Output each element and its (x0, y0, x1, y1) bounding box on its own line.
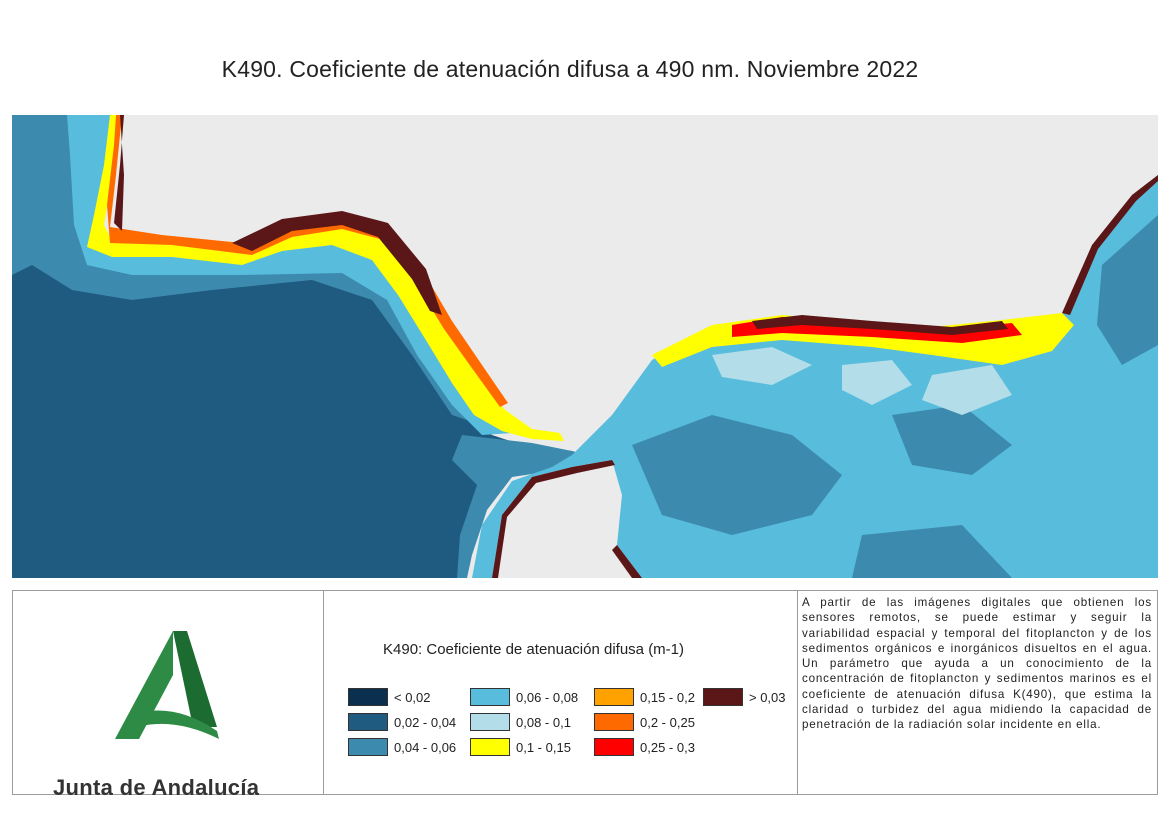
legend-label: 0,25 - 0,3 (640, 739, 695, 755)
legend-panel: Junta de Andalucía K490: Coeficiente de … (12, 590, 1158, 800)
map-title: K490. Coeficiente de atenuación difusa a… (221, 56, 919, 82)
k490-map (12, 115, 1158, 578)
legend-swatch (348, 688, 388, 706)
map-canvas (12, 115, 1158, 578)
legend-swatch (348, 738, 388, 756)
legend-label: 0,1 - 0,15 (516, 739, 571, 755)
legend-swatch (470, 738, 510, 756)
divider (323, 591, 324, 794)
divider (797, 591, 798, 794)
junta-logo-icon (115, 631, 219, 739)
legend-item: 0,1 - 0,15 (470, 737, 571, 757)
strait-water (452, 435, 602, 578)
legend-label: 0,02 - 0,04 (394, 714, 457, 730)
junta-logo-text: Junta de Andalucía (53, 775, 260, 800)
legend-label: 0,06 - 0,08 (516, 689, 579, 705)
african-coast-dark (492, 460, 615, 578)
legend-label: 0,2 - 0,25 (640, 714, 695, 730)
legend-item: 0,25 - 0,3 (594, 737, 695, 757)
legend-item: < 0,02 (348, 687, 431, 707)
legend-item: 0,04 - 0,06 (348, 737, 456, 757)
legend-swatch (348, 713, 388, 731)
iberian-land (100, 115, 1158, 440)
legend-label: > 0,03 (749, 689, 786, 705)
legend-label: 0,04 - 0,06 (394, 739, 457, 755)
legend-swatch (594, 713, 634, 731)
legend-swatch (703, 688, 743, 706)
alboran-sea (472, 175, 1158, 578)
legend-swatch (470, 713, 510, 731)
coastal-band-yellow (87, 115, 564, 441)
legend-item: 0,15 - 0,2 (594, 687, 695, 707)
legend-item: 0,08 - 0,1 (470, 712, 571, 732)
junta-logo: Junta de Andalucía (53, 631, 293, 800)
legend-swatch (594, 738, 634, 756)
legend-item: 0,2 - 0,25 (594, 712, 695, 732)
legend-swatch (470, 688, 510, 706)
legend-swatch (594, 688, 634, 706)
alboran-light-patches (712, 347, 1012, 415)
legend-title: K490: Coeficiente de atenuación difusa (… (383, 641, 685, 658)
legend-item: 0,06 - 0,08 (470, 687, 578, 707)
description-text: A partir de las imágenes digitales que o… (802, 596, 1152, 732)
legend-item: > 0,03 (703, 687, 786, 707)
alboran-dark-patches (632, 215, 1158, 578)
med-coast-dark (752, 315, 1008, 335)
legend-item: 0,02 - 0,04 (348, 712, 456, 732)
legend-label: 0,08 - 0,1 (516, 714, 571, 730)
legend-label: 0,15 - 0,2 (640, 689, 695, 705)
legend-label: < 0,02 (394, 689, 431, 705)
